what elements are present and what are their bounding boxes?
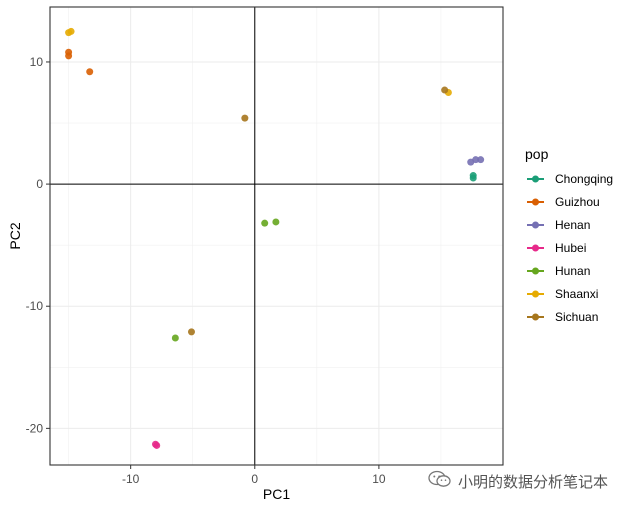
watermark-text: 小明的数据分析笔记本 <box>458 472 609 491</box>
x-tick-label: 10 <box>372 472 386 486</box>
legend-label-guizhou: Guizhou <box>555 195 600 209</box>
data-point-shaanxi <box>67 27 75 35</box>
legend-key-point <box>532 221 539 229</box>
legend-title: pop <box>525 146 549 162</box>
legend-label-chongqing: Chongqing <box>555 172 613 186</box>
legend-label-shaanxi: Shaanxi <box>555 287 598 301</box>
data-point-hunan <box>261 219 269 227</box>
x-axis-title: PC1 <box>263 486 290 502</box>
legend-key-point <box>532 198 539 206</box>
legend-label-hubei: Hubei <box>555 241 586 255</box>
data-point-chongqing <box>469 174 477 182</box>
x-tick-label: 0 <box>251 472 258 486</box>
data-point-hunan <box>171 334 179 342</box>
legend-label-sichuan: Sichuan <box>555 310 598 324</box>
data-point-sichuan <box>241 114 249 122</box>
legend-key-point <box>532 244 539 252</box>
data-point-hubei <box>153 441 161 449</box>
wechat-icon <box>428 470 452 492</box>
legend-label-hunan: Hunan <box>555 264 590 278</box>
data-point-henan <box>477 156 485 164</box>
legend-key-point <box>532 290 539 298</box>
panel-border <box>49 6 504 466</box>
data-point-henan <box>472 156 480 164</box>
y-tick-label: -10 <box>26 299 44 313</box>
data-point-guizhou <box>65 52 73 60</box>
watermark: 小明的数据分析笔记本 <box>428 470 608 492</box>
y-tick-label: 0 <box>36 177 43 191</box>
data-point-sichuan <box>441 86 449 94</box>
y-axis-title: PC2 <box>7 222 23 249</box>
legend-key-point <box>532 267 539 275</box>
y-tick-label: 10 <box>30 55 44 69</box>
data-point-sichuan <box>187 328 195 336</box>
legend-key-point <box>532 313 539 321</box>
x-tick-label: -10 <box>122 472 140 486</box>
plot-panel <box>50 7 503 465</box>
data-point-hunan <box>272 218 280 226</box>
legend-key-point <box>532 175 539 183</box>
data-point-guizhou <box>86 68 94 76</box>
y-tick-label: -20 <box>26 421 44 435</box>
legend-label-henan: Henan <box>555 218 590 232</box>
